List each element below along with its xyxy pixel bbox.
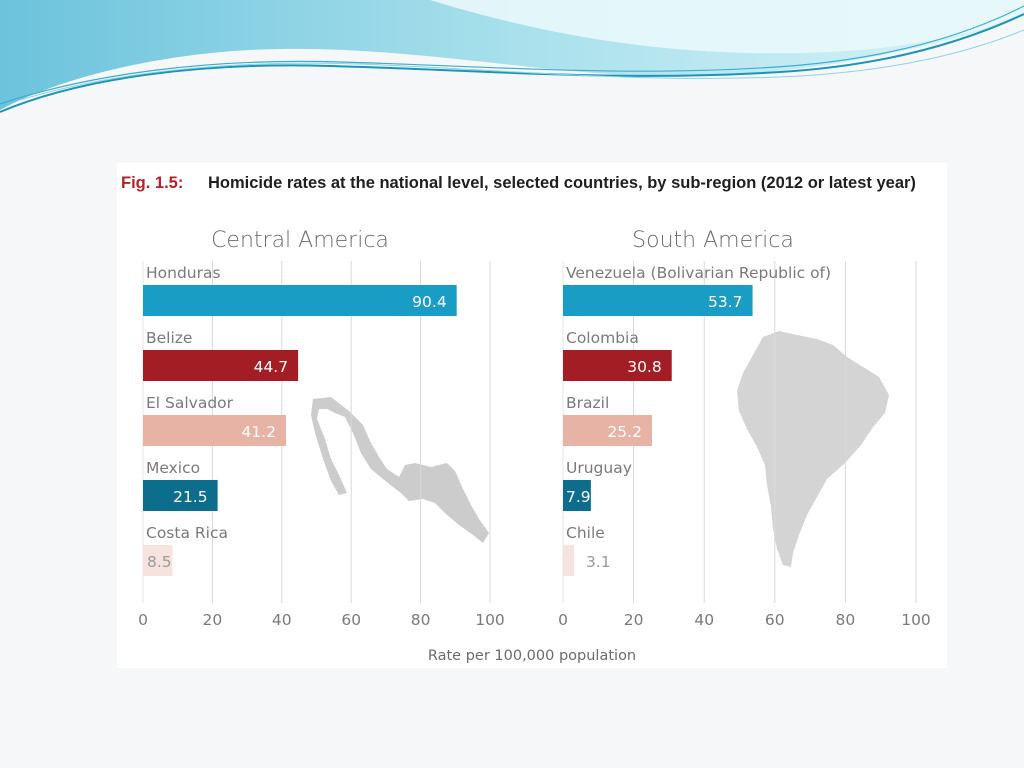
panel-1-title: Central America (211, 228, 389, 253)
panel-2-category-label: Colombia (566, 329, 639, 347)
figure-panel: Fig. 1.5: Homicide rates at the national… (117, 163, 947, 668)
panel-1-tick-label: 20 (203, 611, 223, 629)
panel-1-category-label: El Salvador (146, 394, 234, 412)
panel-1-category-label: Belize (146, 329, 192, 347)
figure-title: Homicide rates at the national level, se… (208, 174, 916, 192)
panel-2-value-label: 25.2 (607, 423, 642, 441)
panel-2-bar-brazil (563, 415, 652, 446)
slide-header-waves (0, 0, 1024, 113)
panel-1-bar-honduras (143, 285, 457, 316)
figure-number: Fig. 1.5: (121, 174, 184, 192)
homicide-rates-chart: Central America 0 20 40 60 80 100 Honduras 90.4 B… (138, 228, 931, 664)
panel-2-title: South America (632, 228, 794, 253)
panel-2-value-label: 53.7 (708, 293, 743, 311)
panel-1-tick-label: 100 (475, 611, 505, 629)
panel-1-tick-label: 60 (341, 611, 361, 629)
mexico-central-america-map (311, 397, 489, 543)
panel-1-category-label: Costa Rica (146, 524, 228, 542)
panel-1-bar-mexico (143, 480, 218, 511)
panel-1-category-label: Honduras (146, 264, 221, 282)
panel-1-value-label: 21.5 (173, 488, 208, 506)
panel-2-bar-chile (563, 545, 574, 576)
panel-1-value-label: 8.5 (147, 553, 172, 571)
panel-1-value-label: 44.7 (254, 358, 289, 376)
panel-2-tick-label: 60 (765, 611, 785, 629)
panel-2-tick-label: 0 (558, 611, 568, 629)
panel-1-bar-el-salvador (143, 415, 286, 446)
panel-1-tick-label: 80 (411, 611, 431, 629)
panel-2-value-label: 30.8 (627, 358, 662, 376)
panel-1-bar-belize (143, 350, 299, 381)
x-axis-title: Rate per 100,000 population (428, 648, 636, 664)
south-america-map (737, 331, 889, 567)
panel-1-bar-costa-rica (143, 545, 173, 576)
panel-2-tick-label: 100 (901, 611, 931, 629)
panel-2-category-label: Venezuela (Bolivarian Republic of) (566, 264, 831, 282)
panel-2-category-label: Brazil (566, 394, 609, 412)
panel-2-category-label: Chile (566, 524, 605, 542)
panel-2-value-label: 7.9 (566, 488, 591, 506)
panel-1-tick-label: 0 (138, 611, 148, 629)
panel-2-category-label: Uruguay (566, 459, 632, 477)
panel-2-value-label: 3.1 (586, 553, 611, 571)
panel-1-value-label: 41.2 (241, 423, 276, 441)
panel-2-bar-colombia (563, 350, 672, 381)
panel-2-tick-label: 20 (624, 611, 644, 629)
panel-1-category-label: Mexico (146, 459, 200, 477)
panel-1-tick-label: 40 (272, 611, 292, 629)
panel-2-bar-venezuela-bolivarian-republic-of (563, 285, 753, 316)
panel-2-tick-label: 40 (694, 611, 714, 629)
panel-1-value-label: 90.4 (412, 293, 447, 311)
panel-2-bar-uruguay (563, 480, 591, 511)
panel-2-tick-label: 80 (836, 611, 856, 629)
